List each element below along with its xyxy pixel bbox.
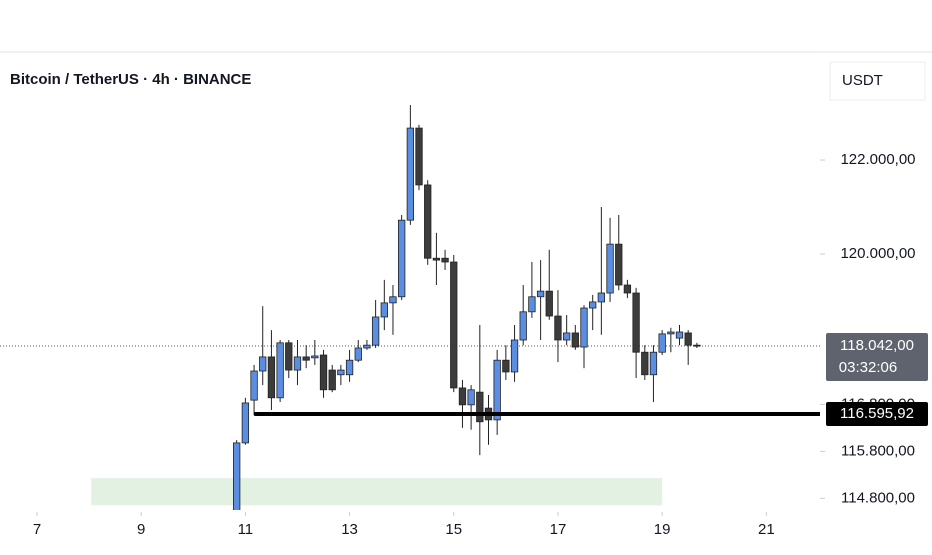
candle-body — [563, 332, 571, 341]
last-price-box — [826, 333, 928, 382]
candle-body — [467, 389, 475, 406]
candle-body — [476, 391, 484, 423]
candle-body — [415, 127, 423, 186]
candle-body — [233, 442, 241, 510]
currency-box — [829, 61, 926, 101]
candle-body — [337, 369, 345, 376]
candle-body — [293, 356, 302, 371]
candle-body — [424, 184, 432, 259]
candle-body — [345, 359, 354, 376]
candle-body — [554, 315, 562, 341]
candle-body — [649, 351, 658, 376]
candle-body — [354, 347, 362, 361]
x-tick-label: 11 — [238, 521, 254, 538]
y-tick-label: 122.000,00 — [840, 151, 915, 168]
candle-body — [450, 261, 458, 389]
candle-body — [458, 387, 467, 406]
candle-body — [536, 290, 545, 298]
price-axis: 122.000,00120.000,00116.800,00115.800,00… — [820, 151, 928, 506]
candle-body — [528, 296, 536, 313]
candle-body — [519, 311, 527, 341]
x-tick-label: 21 — [758, 521, 775, 538]
x-tick-label: 15 — [445, 521, 462, 538]
candle-body — [311, 355, 319, 359]
level-label: 116.595,92 — [840, 405, 914, 422]
candle-body — [675, 331, 684, 339]
candle-body — [641, 351, 649, 376]
x-tick-label: 9 — [137, 521, 145, 538]
candle-body — [398, 219, 406, 298]
plot-area — [0, 105, 820, 510]
x-tick-label: 7 — [33, 521, 41, 538]
candle-body — [571, 332, 579, 348]
candle-body — [267, 356, 276, 399]
candle-body — [632, 292, 640, 353]
y-tick-label: 115.800,00 — [841, 442, 915, 459]
candle-body — [389, 296, 397, 304]
candle-body — [589, 301, 597, 309]
last-price-label: 118.042,00 — [840, 337, 914, 354]
candle-body — [250, 370, 258, 401]
candle-body — [667, 331, 675, 335]
countdown: 03:32:06 — [839, 359, 897, 376]
candle-body — [623, 284, 632, 294]
candle-body — [597, 292, 606, 303]
currency: USDT — [842, 72, 883, 89]
candle-body — [328, 369, 336, 391]
candle-body — [615, 243, 623, 286]
zone — [91, 478, 663, 506]
candle-body — [371, 316, 380, 346]
candle-body — [319, 354, 328, 391]
candle-body — [285, 342, 293, 371]
candle-body — [302, 356, 310, 361]
candle-body — [363, 344, 371, 349]
candle-body — [432, 257, 441, 261]
candle-body — [545, 290, 553, 317]
y-tick-label: 114.800,00 — [841, 489, 915, 506]
x-tick-label: 17 — [550, 521, 567, 538]
chart-title: Bitcoin / TetherUS · 4h · BINANCE — [10, 71, 251, 88]
x-tick-label: 19 — [654, 521, 671, 538]
candle-body — [693, 344, 701, 347]
y-tick-label: 120.000,00 — [840, 245, 915, 262]
candle-body — [684, 332, 692, 346]
candle-body — [580, 307, 588, 348]
candle-body — [241, 402, 250, 444]
candle-body — [380, 302, 388, 318]
x-tick-label: 13 — [341, 521, 358, 538]
candle-body — [259, 356, 267, 372]
candle-body — [606, 243, 614, 294]
candle-body — [406, 127, 415, 221]
candle-body — [510, 339, 519, 373]
candle-body — [441, 257, 449, 263]
candle-body — [502, 359, 510, 373]
candle-body — [658, 333, 666, 353]
candle-body — [493, 359, 501, 421]
candle-body — [276, 342, 284, 399]
level-box — [826, 401, 928, 426]
